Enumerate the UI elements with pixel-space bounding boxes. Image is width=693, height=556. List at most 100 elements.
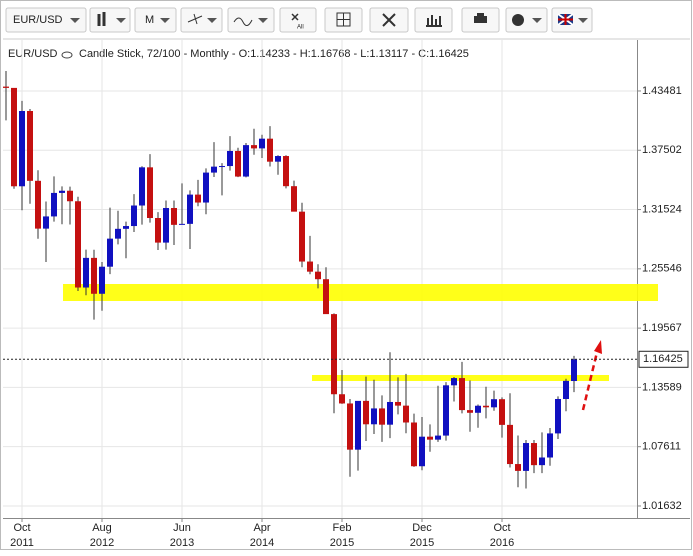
candle-body: [275, 156, 281, 162]
price-label: 1.16425: [643, 353, 683, 365]
candle-body: [555, 398, 561, 434]
candle-body: [115, 228, 121, 239]
candle-body: [499, 399, 505, 425]
candle-body: [355, 400, 361, 450]
y-tick-label: 1.37502: [642, 144, 682, 156]
header-info: Candle Stick, 72/100 - Monthly - O:1.142…: [79, 48, 469, 60]
candle-body: [331, 314, 337, 395]
dropdown-icon: [578, 18, 588, 23]
flag-cross-red: [558, 14, 573, 25]
x-tick-label: Feb 2015: [330, 522, 354, 549]
trend-arrow: [581, 347, 600, 411]
x-tick-label: Oct 2011: [10, 522, 34, 549]
candle-body: [3, 86, 9, 88]
dropdown-icon: [116, 18, 126, 23]
candle-body: [27, 111, 33, 181]
candle-body: [411, 422, 417, 467]
candle-body: [531, 443, 537, 466]
candle-body: [251, 145, 257, 149]
candle-body: [467, 410, 473, 413]
y-tick-label: 1.01632: [642, 500, 682, 512]
candle-body: [155, 218, 161, 243]
candle-body: [43, 216, 49, 229]
dropdown-icon: [160, 18, 170, 23]
candle-body: [227, 150, 233, 167]
fullscreen-icon: [382, 13, 396, 27]
candle-body: [387, 401, 393, 425]
candle-icon: [97, 12, 106, 26]
candle-body: [75, 201, 81, 288]
x-tick-label: Apr 2014: [250, 522, 274, 549]
candle-body: [235, 150, 241, 177]
candle-body: [307, 261, 313, 272]
indicator-icon: [233, 17, 253, 26]
dropdown-icon: [207, 18, 217, 23]
candle-body: [299, 211, 305, 262]
header-symbol: EUR/USD: [8, 48, 58, 60]
candle-body: [515, 464, 521, 471]
candle-body: [107, 238, 113, 267]
draw-button[interactable]: [180, 7, 223, 33]
candle-body: [267, 138, 273, 162]
y-tick-label: 1.07611: [642, 441, 681, 453]
candle-body: [19, 111, 25, 187]
candle-body: [51, 192, 57, 217]
candle-body: [59, 190, 65, 193]
candle-body: [179, 223, 185, 225]
volume-button[interactable]: [414, 7, 453, 33]
line-icon: [187, 13, 203, 25]
toolbar: EUR/USD M All: [5, 7, 593, 33]
indicator-button[interactable]: [227, 7, 275, 33]
candle-body: [427, 436, 433, 440]
candle-body: [187, 194, 193, 224]
candle-body: [291, 186, 297, 212]
candle-body: [395, 401, 401, 406]
candle-body: [347, 403, 353, 450]
candle-body: [403, 405, 409, 423]
resistance-zone: [312, 375, 609, 381]
candle-body: [507, 424, 513, 465]
candle-body: [459, 378, 465, 411]
period-button[interactable]: [134, 7, 177, 33]
symbol-text: EUR/USD: [13, 14, 63, 26]
print-icon: [474, 16, 487, 23]
candle-body: [339, 394, 345, 404]
candle-body: [475, 405, 481, 413]
zoom-all-text: All: [297, 25, 304, 31]
candle-body: [35, 180, 41, 229]
candle-body: [435, 435, 441, 440]
plot: 1.01632 1.07611 1.13589 1.19567 1.25546 1.315…: [3, 40, 682, 549]
candle-body: [571, 359, 577, 382]
eye-icon[interactable]: [61, 51, 73, 59]
x-icon: [291, 13, 299, 21]
candle-body: [11, 87, 17, 187]
x-tick-label: Dec 2015: [410, 522, 434, 549]
dropdown-icon: [70, 18, 80, 23]
candle-body: [371, 408, 377, 425]
color-button[interactable]: [505, 7, 548, 33]
candle-body: [451, 378, 457, 386]
candle-body: [171, 207, 177, 225]
candle-body: [219, 166, 225, 168]
x-tick-label: Aug 2012: [90, 522, 114, 549]
candle-body: [195, 194, 201, 203]
candle-body: [211, 166, 217, 173]
y-tick-label: 1.13589: [642, 381, 682, 393]
candle-body: [523, 443, 529, 471]
candle-body: [67, 190, 73, 202]
candle-body: [91, 257, 97, 294]
candle-body: [491, 399, 497, 408]
arrow-head: [594, 340, 602, 354]
dropdown-icon: [258, 18, 268, 23]
print-icon-top: [477, 13, 484, 17]
marks: 1.16425: [3, 71, 689, 489]
dropdown-icon: [532, 18, 542, 23]
candle-body: [363, 400, 369, 425]
candle-body: [323, 279, 329, 315]
symbol-button[interactable]: [5, 7, 87, 33]
candle-body: [147, 167, 153, 219]
candle-body: [539, 457, 545, 466]
